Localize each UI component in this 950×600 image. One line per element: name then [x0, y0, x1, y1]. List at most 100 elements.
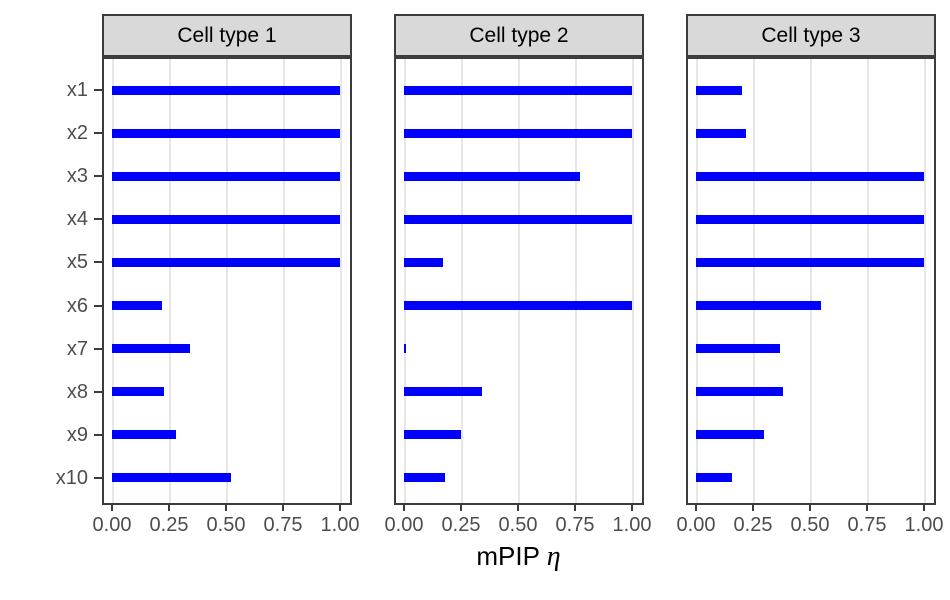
y-axis-label-x7: x7 [66, 337, 88, 360]
bar-x9 [696, 430, 765, 440]
x-tick-label: 0.50 [790, 514, 830, 536]
x-tick-label: 1.00 [320, 514, 360, 536]
x-tick-label: 0.75 [847, 514, 887, 536]
gridline-0.00 [404, 59, 406, 503]
bar-x8 [112, 387, 165, 397]
y-tick-mark [94, 476, 102, 479]
x-tick-mark [809, 505, 811, 511]
y-axis-label-x2: x2 [66, 122, 88, 145]
gridline-0.50 [226, 59, 228, 503]
bar-x5 [404, 257, 443, 267]
x-tick-mark [403, 505, 405, 511]
x-tick-mark [517, 505, 519, 511]
bar-x10 [112, 473, 231, 483]
facet-3: Cell type 3 0.00 0.25 0.50 0.75 1.00 [677, 0, 943, 600]
x-tick-label: 0.75 [555, 514, 595, 536]
plot-panel [394, 57, 644, 505]
gridline-1.00 [340, 59, 342, 503]
y-tick-mark [94, 347, 102, 350]
y-axis-label-x1: x1 [66, 79, 88, 101]
gridline-0.50 [810, 59, 812, 503]
x-tick-label: 0.75 [263, 514, 303, 536]
x-tick-mark [631, 505, 633, 511]
bar-x3 [112, 171, 340, 181]
y-axis-label-x5: x5 [66, 251, 88, 274]
gridline-0.25 [461, 59, 463, 503]
bar-x1 [696, 85, 742, 95]
facet-2: Cell type 2 0.00 0.25 0.50 0.75 1.00 [385, 0, 651, 600]
y-tick-mark [94, 304, 102, 307]
y-axis-label-x4: x4 [66, 208, 88, 231]
x-tick-mark [695, 505, 697, 511]
y-tick-mark [94, 390, 102, 393]
gridline-1.00 [924, 59, 926, 503]
bar-x8 [696, 387, 783, 397]
y-tick-mark [94, 89, 102, 91]
bar-x8 [404, 387, 482, 397]
x-tick-mark [752, 505, 754, 511]
facet-strip-label: Cell type 2 [469, 23, 569, 47]
facet-strip: Cell type 1 [102, 14, 352, 57]
gridline-0.75 [575, 59, 577, 503]
gridline-0.25 [169, 59, 171, 503]
facet-strip: Cell type 2 [394, 14, 644, 57]
gridline-0.25 [753, 59, 755, 503]
y-axis-label-x8: x8 [66, 380, 88, 403]
bar-x7 [112, 344, 190, 354]
x-tick-mark [339, 505, 341, 511]
plot-panel [102, 57, 352, 505]
x-tick-mark [225, 505, 227, 511]
bar-x5 [696, 257, 924, 267]
y-tick-mark [94, 218, 102, 221]
x-axis-title: mPIP η [102, 541, 935, 572]
x-axis-title-text: mPIP [476, 541, 540, 571]
x-tick-label: 0.50 [206, 514, 246, 536]
bar-x9 [404, 430, 461, 440]
y-axis-label-x10: x10 [55, 466, 88, 489]
bar-x4 [112, 214, 340, 224]
y-tick-mark [94, 132, 102, 135]
x-tick-label: 0.50 [498, 514, 538, 536]
x-tick-mark [460, 505, 462, 511]
bar-x2 [404, 128, 632, 138]
x-tick-mark [111, 505, 113, 511]
bar-x10 [404, 473, 446, 483]
bar-x6 [112, 301, 163, 310]
bar-x5 [112, 257, 340, 267]
bar-x9 [112, 430, 176, 440]
bar-x2 [696, 128, 747, 138]
gridline-0.50 [518, 59, 520, 503]
bar-x7 [696, 344, 781, 354]
facet-strip-label: Cell type 1 [177, 23, 277, 47]
x-tick-label: 0.25 [441, 514, 481, 536]
x-tick-label: 0.00 [676, 514, 716, 536]
facet-strip-label: Cell type 3 [761, 23, 861, 47]
y-tick-mark [94, 261, 102, 264]
plot-panel [686, 57, 936, 505]
y-tick-mark [94, 433, 102, 436]
bar-x10 [696, 473, 733, 483]
facet-1: Cell type 1 0.00 0.25 0.50 0.75 1.00 [93, 0, 359, 600]
bar-x3 [404, 171, 580, 181]
bar-x3 [696, 171, 924, 181]
x-tick-label: 0.00 [92, 514, 132, 536]
x-tick-mark [866, 505, 868, 511]
y-axis-label-x6: x6 [66, 294, 88, 317]
x-tick-label: 0.25 [149, 514, 189, 536]
x-axis-title-eta-symbol: η [546, 541, 561, 572]
x-tick-mark [574, 505, 576, 511]
y-axis-label-x9: x9 [66, 423, 88, 446]
gridline-0.75 [867, 59, 869, 503]
gridline-0.00 [696, 59, 698, 503]
x-tick-label: 0.00 [384, 514, 424, 536]
x-tick-label: 1.00 [612, 514, 652, 536]
bar-x6 [696, 301, 822, 310]
bar-x7 [404, 344, 407, 354]
x-tick-label: 0.25 [733, 514, 773, 536]
y-tick-mark [94, 175, 102, 178]
bar-x1 [404, 85, 632, 95]
x-tick-mark [282, 505, 284, 511]
bar-x6 [404, 301, 632, 310]
bar-x1 [112, 85, 340, 95]
